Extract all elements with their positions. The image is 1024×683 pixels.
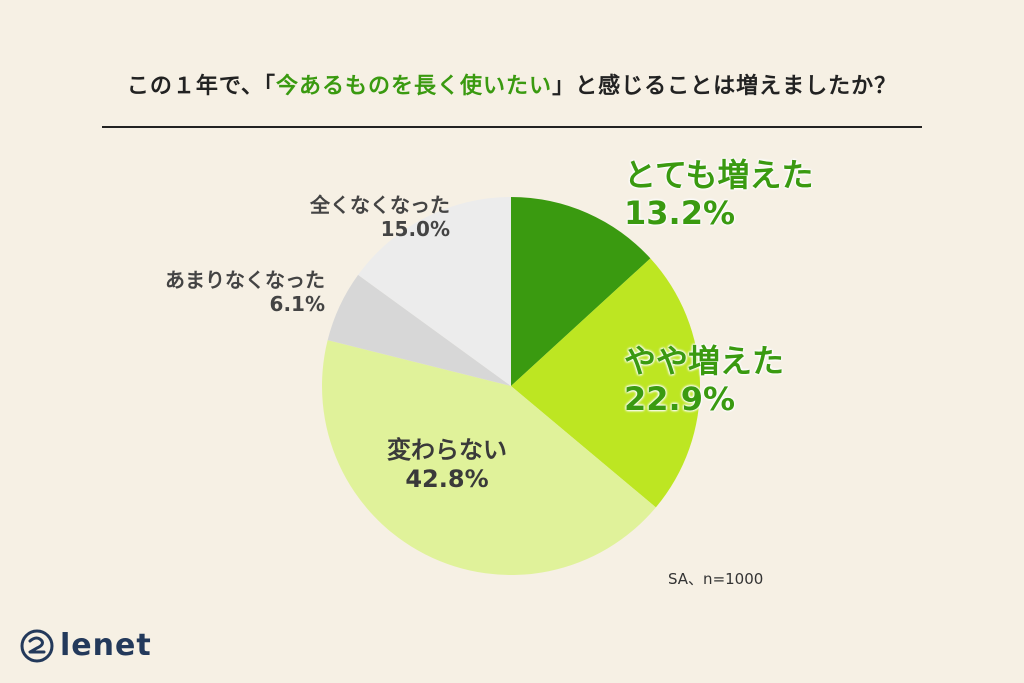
- slice-label-4-name: 全くなくなった: [310, 193, 450, 217]
- slice-label-0: とても増えた 13.2%: [624, 156, 813, 233]
- pie-slice-3: [327, 274, 511, 386]
- slice-label-3-name: あまりなくなった: [165, 268, 325, 292]
- pie-slice-1: [511, 258, 701, 508]
- title-suffix: 」と感じることは増えましたか？: [552, 74, 898, 99]
- slice-label-2: 変わらない 42.8%: [380, 436, 514, 494]
- slice-label-3: あまりなくなった 6.1%: [130, 268, 325, 316]
- title-divider: [102, 126, 922, 128]
- pie-slice-2: [322, 340, 656, 576]
- slice-label-1-name: やや増えた: [624, 342, 785, 380]
- slice-label-4-value: 15.0%: [380, 217, 450, 241]
- slice-label-0-name: とても増えた: [624, 156, 814, 194]
- title-highlight: 今あるものを長く使いたい: [276, 74, 553, 99]
- pie-slice-0: [511, 197, 651, 386]
- slice-label-1-value: 22.9%: [624, 380, 736, 419]
- logo-icon: [20, 629, 54, 662]
- slice-label-2-name: 変わらない: [387, 436, 507, 464]
- slice-label-4: 全くなくなった 15.0%: [270, 193, 450, 241]
- slice-label-1: やや増えた 22.9%: [624, 342, 784, 419]
- logo-text: lenet: [60, 628, 152, 663]
- slice-label-2-value: 42.8%: [405, 464, 489, 493]
- title-prefix: この１年で、「: [126, 74, 277, 99]
- slice-label-3-value: 6.1%: [269, 292, 325, 316]
- pie-slice-4: [358, 197, 511, 386]
- slice-label-0-value: 13.2%: [624, 194, 736, 233]
- chart-title: この１年で、「今あるものを長く使いたい」と感じることは増えましたか？: [0, 68, 1024, 100]
- sample-note: SA、n=1000: [668, 570, 764, 588]
- brand-logo: lenet: [20, 628, 152, 663]
